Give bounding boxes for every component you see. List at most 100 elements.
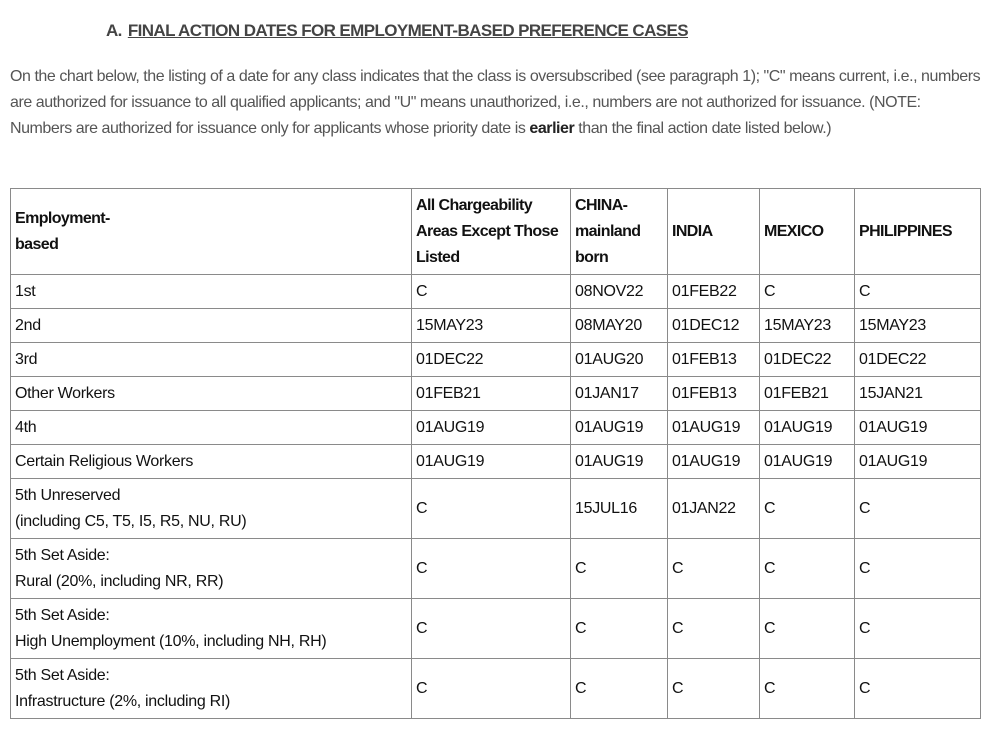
date-cell: C [667, 538, 760, 599]
category-text: 5th Unreserved [15, 486, 121, 504]
date-cell: 01AUG19 [759, 444, 855, 479]
date-cell: C [759, 538, 855, 599]
column-header-text: Employment- [15, 209, 110, 227]
table-row: Certain Religious Workers 01AUG19 01AUG19 0… [10, 444, 981, 479]
date-cell: C [570, 598, 668, 659]
date-cell: C [759, 274, 855, 309]
category-cell: 3rd [10, 342, 412, 377]
date-cell: 01DEC22 [759, 342, 855, 377]
table-row: 5th Set Aside: Rural (20%, including NR, … [10, 538, 981, 599]
category-cell: 5th Set Aside: High Unemployment (10%, in… [10, 598, 412, 659]
date-cell: C [759, 478, 855, 539]
category-cell: 2nd [10, 308, 412, 343]
date-cell: 15JAN21 [854, 376, 981, 411]
section-heading: A. FINAL ACTION DATES FOR EMPLOYMENT-BASE… [106, 21, 689, 41]
date-cell: C [411, 274, 571, 309]
category-cell: Other Workers [10, 376, 412, 411]
date-cell: 01FEB21 [759, 376, 855, 411]
intro-paragraph: On the chart below, the listing of a dat… [10, 64, 985, 142]
category-text: Certain Religious Workers [15, 452, 194, 470]
category-text: 5th Set Aside: [15, 546, 110, 564]
table-row: 5th Set Aside: Infrastructure (2%, includ… [10, 658, 981, 719]
date-cell: 01DEC22 [411, 342, 571, 377]
date-cell: C [854, 274, 981, 309]
date-cell: C [854, 598, 981, 659]
category-cell: 5th Set Aside: Infrastructure (2%, includ… [10, 658, 412, 719]
table-row: 1st C 08NOV22 01FEB22 C C [10, 274, 981, 309]
date-cell: 08NOV22 [570, 274, 668, 309]
date-cell: C [667, 598, 760, 659]
date-cell: C [411, 658, 571, 719]
date-cell: C [411, 478, 571, 539]
column-header-text: mainland born [575, 222, 641, 266]
intro-text-end: than the final action date listed below.… [574, 120, 832, 137]
date-cell: 01JAN22 [667, 478, 760, 539]
final-action-dates-table: Employment-based All Chargeability Areas … [10, 188, 981, 719]
date-cell: C [570, 658, 668, 719]
date-cell: C [411, 538, 571, 599]
intro-text: On the chart below, the listing of a dat… [10, 68, 981, 137]
date-cell: 01AUG19 [570, 410, 668, 445]
category-text: Infrastructure (2%, including RI) [15, 692, 231, 710]
category-text: (including C5, T5, I5, R5, NU, RU) [15, 512, 247, 530]
category-cell: 4th [10, 410, 412, 445]
date-cell: 01FEB13 [667, 376, 760, 411]
date-cell: 08MAY20 [570, 308, 668, 343]
column-header-text: based [15, 235, 59, 253]
section-title: FINAL ACTION DATES FOR EMPLOYMENT-BASED … [127, 21, 689, 40]
category-cell: 1st [10, 274, 412, 309]
column-header-text: CHINA- [575, 196, 628, 214]
date-cell: 01FEB21 [411, 376, 571, 411]
date-cell: 01AUG20 [570, 342, 668, 377]
date-cell: 01FEB22 [667, 274, 760, 309]
column-header-text: MEXICO [764, 222, 824, 240]
category-cell: 5th Set Aside: Rural (20%, including NR, … [10, 538, 412, 599]
date-cell: C [854, 478, 981, 539]
date-cell: 01AUG19 [411, 444, 571, 479]
date-cell: 01AUG19 [667, 410, 760, 445]
date-cell: 01AUG19 [411, 410, 571, 445]
date-cell: 01AUG19 [759, 410, 855, 445]
table-row: 3rd 01DEC22 01AUG20 01FEB13 01DEC22 01DEC22 [10, 342, 981, 377]
category-cell: 5th Unreserved (including C5, T5, I5, R5,… [10, 478, 412, 539]
category-text: 2nd [15, 316, 41, 334]
category-text: 5th Set Aside: [15, 606, 110, 624]
category-text: 3rd [15, 350, 38, 368]
column-header-text: INDIA [672, 222, 713, 240]
column-header: INDIA [667, 188, 760, 275]
column-header-text: All Chargeability Areas Except Those Lis… [416, 196, 559, 266]
date-cell: 15MAY23 [759, 308, 855, 343]
date-cell: C [570, 538, 668, 599]
date-cell: C [667, 658, 760, 719]
date-cell: 01FEB13 [667, 342, 760, 377]
date-cell: 15MAY23 [854, 308, 981, 343]
date-cell: C [759, 598, 855, 659]
date-cell: 01DEC22 [854, 342, 981, 377]
date-cell: 01AUG19 [570, 444, 668, 479]
intro-emphasis: earlier [529, 120, 575, 137]
category-cell: Certain Religious Workers [10, 444, 412, 479]
date-cell: 01AUG19 [854, 444, 981, 479]
column-header: MEXICO [759, 188, 855, 275]
date-cell: C [854, 538, 981, 599]
column-header-text: PHILIPPINES [859, 222, 953, 240]
table-row: 2nd 15MAY23 08MAY20 01DEC12 15MAY23 15MAY23 [10, 308, 981, 343]
table-row: 4th 01AUG19 01AUG19 01AUG19 01AUG19 01AUG19 [10, 410, 981, 445]
category-text: 4th [15, 418, 37, 436]
category-text: Other Workers [15, 384, 115, 402]
date-cell: 01AUG19 [854, 410, 981, 445]
category-text: High Unemployment (10%, including NH, RH… [15, 632, 327, 650]
date-cell: C [759, 658, 855, 719]
table-row: Other Workers 01FEB21 01JAN17 01FEB13 01FEB2… [10, 376, 981, 411]
column-header: CHINA-mainland born [570, 188, 668, 275]
table-row: 5th Set Aside: High Unemployment (10%, in… [10, 598, 981, 659]
date-cell: 01DEC12 [667, 308, 760, 343]
date-cell: 01JAN17 [570, 376, 668, 411]
table-header-row: Employment-based All Chargeability Areas … [10, 188, 981, 275]
date-cell: 15MAY23 [411, 308, 571, 343]
table-row: 5th Unreserved (including C5, T5, I5, R5,… [10, 478, 981, 539]
category-text: 1st [15, 282, 36, 300]
table-body: 1st C 08NOV22 01FEB22 C C 2nd 15MAY23 08MAY20 01D… [10, 274, 981, 719]
date-cell: 01AUG19 [667, 444, 760, 479]
column-header: Employment-based [10, 188, 412, 275]
